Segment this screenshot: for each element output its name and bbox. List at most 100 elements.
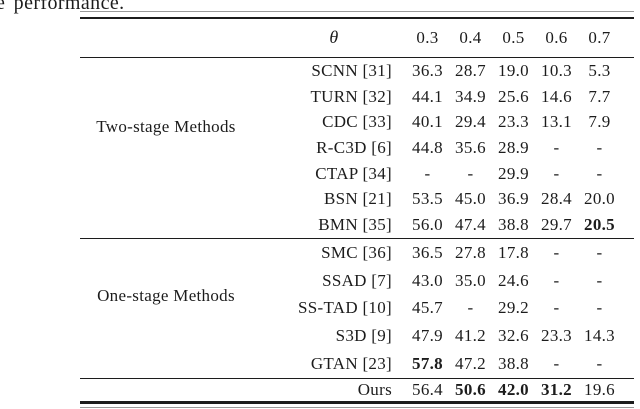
table-rule-group-divider xyxy=(80,238,634,240)
table-rule-below-header xyxy=(80,56,634,58)
metric-value: 53.5 xyxy=(412,189,443,209)
metric-value: 36.9 xyxy=(498,189,529,209)
metric-value: 35.0 xyxy=(455,270,486,290)
table-header-row: θ 0.3 0.4 0.5 0.6 0.7 xyxy=(80,19,634,56)
group-label-one-stage: One-stage Methods xyxy=(97,285,235,305)
metric-value: 25.6 xyxy=(498,86,529,106)
method-name: CDC [33] xyxy=(322,112,392,132)
method-name: S3D [9] xyxy=(335,326,392,346)
metric-value: - xyxy=(553,298,560,318)
group-label-two-stage: Two-stage Methods xyxy=(96,117,236,136)
table-rule-bottom xyxy=(80,401,634,404)
metric-value: - xyxy=(467,298,474,318)
threshold-header-0.3: 0.3 xyxy=(416,27,439,47)
metric-value: 38.8 xyxy=(498,353,529,373)
metric-value: - xyxy=(596,163,603,183)
metric-value: - xyxy=(596,243,603,263)
metric-value: 36.5 xyxy=(412,243,443,263)
metric-value: - xyxy=(467,163,474,183)
metric-value: 31.2 xyxy=(541,380,572,400)
table-row: R-C3D [6] 44.8 35.6 28.9 - - xyxy=(252,135,634,161)
metric-value: 28.4 xyxy=(541,189,572,209)
metric-value: 47.9 xyxy=(412,326,443,346)
metric-value: 29.7 xyxy=(541,215,572,235)
metric-value: 35.6 xyxy=(455,138,486,158)
metric-value: 57.8 xyxy=(412,353,443,373)
method-name: BSN [21] xyxy=(323,189,392,209)
metric-value: - xyxy=(553,270,560,290)
threshold-header-0.5: 0.5 xyxy=(502,27,525,47)
metric-value: 17.8 xyxy=(498,243,529,263)
method-name: CTAP [34] xyxy=(315,163,392,183)
metric-value: 13.1 xyxy=(541,112,572,132)
metric-value: 29.4 xyxy=(455,112,486,132)
method-name: SSAD [7] xyxy=(322,270,392,290)
threshold-header-0.7: 0.7 xyxy=(588,27,611,47)
metric-value: 24.6 xyxy=(498,270,529,290)
metric-value: - xyxy=(553,243,560,263)
table-row: BSN [21] 53.5 45.0 36.9 28.4 20.0 xyxy=(252,187,634,213)
table-row: BMN [35] 56.0 47.4 38.8 29.7 20.5 xyxy=(252,212,634,238)
metric-value: 7.9 xyxy=(588,112,611,132)
metric-value: 20.5 xyxy=(584,215,615,235)
method-name: SMC [36] xyxy=(321,243,392,263)
metric-value: 50.6 xyxy=(455,380,486,400)
table-rule-bottom-outer xyxy=(80,406,634,408)
metric-value: - xyxy=(596,353,603,373)
metric-value: - xyxy=(553,163,560,183)
metric-value: 29.9 xyxy=(498,163,529,183)
metric-value: - xyxy=(553,138,560,158)
table-rule-top-outer xyxy=(80,10,634,12)
metric-value: 56.0 xyxy=(412,215,443,235)
metric-value: 36.3 xyxy=(412,60,443,80)
metric-value: 44.1 xyxy=(412,86,443,106)
method-name: SCNN [31] xyxy=(311,60,392,80)
table-row: TURN [32] 44.1 34.9 25.6 14.6 7.7 xyxy=(252,84,634,110)
metric-value: 40.1 xyxy=(412,112,443,132)
table-row: GTAN [23] 57.8 47.2 38.8 - - xyxy=(252,350,634,378)
caption-fragment: e performance. xyxy=(0,0,125,14)
metric-value: 10.3 xyxy=(541,60,572,80)
table-row: SCNN [31] 36.3 28.7 19.0 10.3 5.3 xyxy=(252,58,634,84)
metric-value: 14.3 xyxy=(584,326,615,346)
group-one-stage-methods: One-stage Methods SMC [36] 36.5 27.8 17.8 - -… xyxy=(80,240,634,378)
table-rule-above-ours xyxy=(80,378,634,380)
table-row: S3D [9] 47.9 41.2 32.6 23.3 14.3 xyxy=(252,322,634,350)
table-row: CTAP [34] - - 29.9 - - xyxy=(252,161,634,187)
table-rule-top xyxy=(80,16,634,20)
ours-empty-label-cell xyxy=(80,380,252,402)
method-name: Ours xyxy=(357,380,392,400)
metric-value: 20.0 xyxy=(584,189,615,209)
metric-value: - xyxy=(596,270,603,290)
ours-row-container: Ours 56.4 50.6 42.0 31.2 19.6 xyxy=(80,380,634,402)
metric-value: 23.3 xyxy=(541,326,572,346)
metric-value: 42.0 xyxy=(498,380,529,400)
method-name: GTAN [23] xyxy=(310,353,392,373)
ours-rows: Ours 56.4 50.6 42.0 31.2 19.6 xyxy=(252,380,634,402)
table-row: SMC [36] 36.5 27.8 17.8 - - xyxy=(252,240,634,268)
metric-value: 29.2 xyxy=(498,298,529,318)
metric-value: 28.9 xyxy=(498,138,529,158)
metric-value: - xyxy=(553,353,560,373)
metric-value: 14.6 xyxy=(541,86,572,106)
table-row: SSAD [7] 43.0 35.0 24.6 - - xyxy=(252,267,634,295)
metric-value: 32.6 xyxy=(498,326,529,346)
metric-value: - xyxy=(424,163,431,183)
method-name: BMN [35] xyxy=(318,215,392,235)
method-name: SS-TAD [10] xyxy=(297,298,392,318)
metric-value: 38.8 xyxy=(498,215,529,235)
theta-header: θ xyxy=(329,27,339,47)
metric-value: 28.7 xyxy=(455,60,486,80)
metric-value: 43.0 xyxy=(412,270,443,290)
metric-value: 34.9 xyxy=(455,86,486,106)
metric-value: 47.2 xyxy=(455,353,486,373)
group-rows-two-stage: SCNN [31] 36.3 28.7 19.0 10.3 5.3 TURN [32] 44.… xyxy=(252,58,634,238)
threshold-header-0.4: 0.4 xyxy=(459,27,482,47)
metric-value: 5.3 xyxy=(588,60,611,80)
metric-value: - xyxy=(596,298,603,318)
method-name: TURN [32] xyxy=(310,86,392,106)
metric-value: 45.0 xyxy=(455,189,486,209)
metric-value: 56.4 xyxy=(412,380,443,400)
table-row: Ours 56.4 50.6 42.0 31.2 19.6 xyxy=(252,380,634,402)
